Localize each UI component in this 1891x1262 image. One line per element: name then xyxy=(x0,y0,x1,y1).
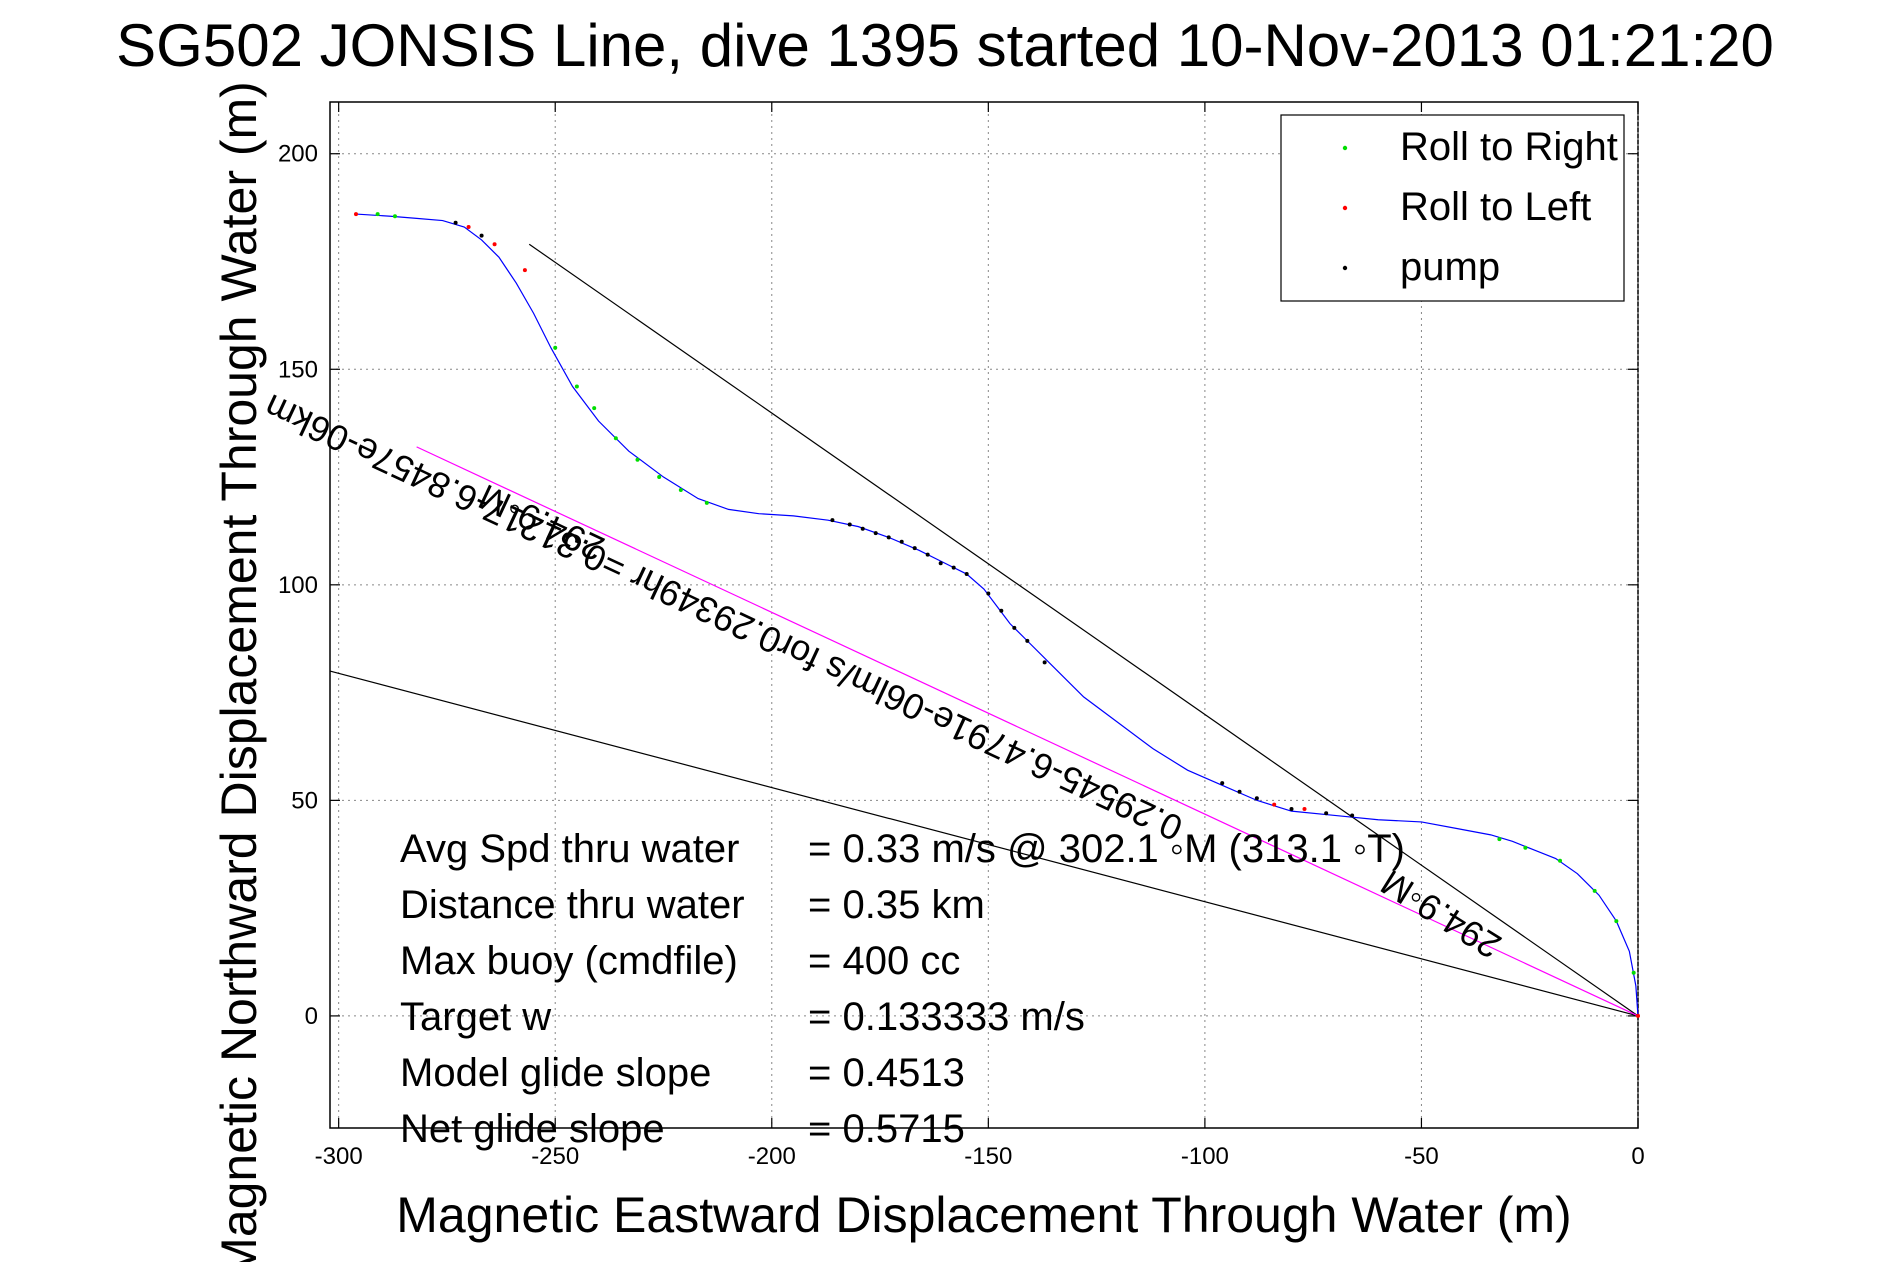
stats-block: Avg Spd thru water = 0.33 m/s @ 302.1 ◦M … xyxy=(400,827,1405,1151)
marker-roll-to-left xyxy=(353,212,358,217)
marker-pump xyxy=(951,565,956,570)
stat-value: = 0.33 m/s @ 302.1 ◦M (313.1 ◦T) xyxy=(808,827,1405,871)
marker-roll-to-right xyxy=(1614,919,1619,924)
marker-roll-to-left xyxy=(1302,806,1307,811)
marker-points xyxy=(353,212,1640,1018)
marker-pump xyxy=(886,535,891,540)
stat-value: = 400 cc xyxy=(808,939,960,983)
legend-entry: Roll to Right xyxy=(1400,125,1618,169)
chart-title: SG502 JONSIS Line, dive 1395 started 10-… xyxy=(116,12,1774,79)
marker-roll-to-right xyxy=(574,384,579,389)
marker-pump xyxy=(1237,789,1242,794)
marker-pump xyxy=(453,220,458,225)
y-tick-label: 200 xyxy=(278,141,318,168)
y-tick-label: 100 xyxy=(278,572,318,599)
marker-roll-to-right xyxy=(657,475,662,480)
marker-pump xyxy=(873,531,878,536)
marker-pump xyxy=(847,522,852,527)
reference-line xyxy=(416,446,1639,1017)
legend-entry: Roll to Left xyxy=(1400,185,1591,229)
legend-marker xyxy=(1342,205,1348,211)
marker-pump xyxy=(999,608,1004,613)
marker-roll-to-right xyxy=(1592,888,1597,893)
track-line xyxy=(355,213,1639,1016)
marker-roll-to-left xyxy=(1636,1013,1640,1018)
marker-roll-to-right xyxy=(1523,845,1528,850)
marker-pump xyxy=(860,526,865,531)
stat-label: Net glide slope xyxy=(400,1107,665,1151)
marker-roll-to-right xyxy=(392,214,397,219)
marker-roll-to-right xyxy=(592,406,597,411)
stat-value: = 0.4513 xyxy=(808,1051,965,1095)
marker-pump xyxy=(479,233,484,238)
stat-value: = 0.5715 xyxy=(808,1107,965,1151)
marker-pump xyxy=(986,591,991,596)
y-tick-label: 0 xyxy=(305,1003,318,1030)
legend-marker xyxy=(1342,265,1348,271)
marker-roll-to-right xyxy=(1497,837,1502,842)
marker-pump xyxy=(830,518,835,523)
marker-roll-to-left xyxy=(1272,802,1277,807)
x-tick-label: -150 xyxy=(964,1143,1012,1170)
x-tick-label: -200 xyxy=(748,1143,796,1170)
dive-track xyxy=(355,213,1639,1016)
marker-pump xyxy=(912,546,917,551)
y-tick-label: 150 xyxy=(278,356,318,383)
marker-pump xyxy=(1042,660,1047,665)
marker-roll-to-left xyxy=(466,225,471,230)
stat-label: Distance thru water xyxy=(400,883,745,927)
x-tick-label: -300 xyxy=(315,1143,363,1170)
marker-pump xyxy=(899,539,904,544)
stat-value: = 0.35 km xyxy=(808,883,985,927)
marker-pump xyxy=(1220,781,1225,786)
stat-label: Max buoy (cmdfile) xyxy=(400,939,738,983)
marker-roll-to-left xyxy=(522,268,527,273)
marker-roll-to-right xyxy=(553,345,558,350)
marker-pump xyxy=(1289,806,1294,811)
reference-line xyxy=(329,670,1639,1017)
marker-roll-to-right xyxy=(1558,858,1563,863)
marker-roll-to-left xyxy=(492,242,497,247)
legend: Roll to Right Roll to Left pump xyxy=(1280,114,1625,302)
marker-pump xyxy=(925,552,930,557)
x-tick-label: -100 xyxy=(1181,1143,1229,1170)
marker-pump xyxy=(1254,796,1259,801)
legend-marker xyxy=(1342,145,1348,151)
marker-pump xyxy=(1012,625,1017,630)
marker-pump xyxy=(1324,811,1329,816)
marker-roll-to-right xyxy=(375,212,380,217)
x-axis-label: Magnetic Eastward Displacement Through W… xyxy=(396,1187,1571,1243)
stat-label: Avg Spd thru water xyxy=(400,827,739,871)
reference-lines xyxy=(329,243,1639,1017)
x-tick-labels: -300 -250 -200 -150 -100 -50 0 xyxy=(315,1143,1645,1170)
stat-label: Target w xyxy=(400,995,551,1039)
marker-pump xyxy=(964,572,969,577)
grid xyxy=(330,102,1639,1128)
marker-pump xyxy=(1025,638,1030,643)
marker-roll-to-right xyxy=(704,500,709,505)
x-tick-label: -250 xyxy=(531,1143,579,1170)
marker-roll-to-right xyxy=(635,457,640,462)
stat-label: Model glide slope xyxy=(400,1051,711,1095)
x-tick-label: -50 xyxy=(1404,1143,1439,1170)
y-tick-label: 50 xyxy=(291,787,318,814)
x-tick-label: 0 xyxy=(1631,1143,1644,1170)
marker-roll-to-right xyxy=(678,487,683,492)
stat-value: = 0.133333 m/s xyxy=(808,995,1085,1039)
legend-entry: pump xyxy=(1400,245,1500,289)
reference-line xyxy=(528,243,1639,1017)
marker-roll-to-right xyxy=(613,436,618,441)
y-tick-labels: 0 50 100 150 200 xyxy=(278,141,318,1030)
legend-box xyxy=(1280,114,1625,302)
marker-roll-to-right xyxy=(1631,970,1636,975)
y-axis-label: Magnetic Northward Displacement Through … xyxy=(211,81,267,1262)
marker-pump xyxy=(1350,813,1355,818)
marker-pump xyxy=(938,561,943,566)
